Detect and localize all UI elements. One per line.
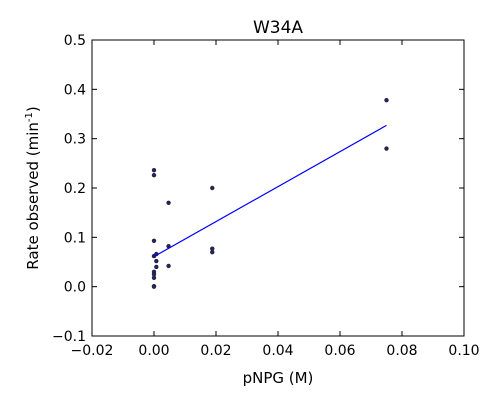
data-point <box>154 258 159 264</box>
data-point <box>151 269 157 275</box>
data-point <box>151 172 157 178</box>
y-tick-label: 0.4 <box>64 82 86 98</box>
y-tick-label: 0.0 <box>64 280 86 296</box>
chart-title: W34A <box>253 18 303 38</box>
y-tick-label: −0.1 <box>52 329 86 345</box>
x-tick-label: 0.04 <box>262 343 293 359</box>
series-layer <box>151 97 389 289</box>
x-tick-label: 0.02 <box>200 343 231 359</box>
x-axis-label: pNPG (M) <box>243 369 314 387</box>
x-tick-label: 0.10 <box>448 343 479 359</box>
data-point <box>384 146 389 151</box>
data-point <box>210 249 215 255</box>
data-point <box>151 283 157 289</box>
y-axis-label: Rate observed (min-1) <box>24 106 42 269</box>
data-point <box>151 275 157 280</box>
y-tick-label: 0.2 <box>64 181 86 197</box>
x-tick-label: 0.06 <box>324 343 355 359</box>
data-point <box>151 168 157 173</box>
y-tick-label: 0.5 <box>64 33 86 49</box>
y-axis-label-superscript: -1 <box>24 112 35 122</box>
data-point <box>210 185 215 191</box>
fit-line <box>153 124 387 258</box>
data-point <box>166 263 171 269</box>
data-point <box>166 200 171 205</box>
y-tick-label: 0.1 <box>64 230 86 246</box>
plot-area-frame <box>91 39 465 337</box>
y-tick-label: 0.3 <box>64 132 86 148</box>
y-axis-label-suffix: ) <box>24 106 42 112</box>
data-point <box>210 246 215 251</box>
x-tick-label: 0.00 <box>138 343 169 359</box>
y-axis-label-text: Rate observed (min <box>24 122 42 270</box>
data-point <box>384 97 389 103</box>
x-axis: −0.02 0.00 0.02 0.04 0.06 0.08 0.10 <box>71 40 480 359</box>
y-axis: −0.1 0.0 0.1 0.2 0.3 0.4 0.5 <box>52 33 464 345</box>
x-tick-label: −0.02 <box>71 343 114 359</box>
data-point <box>151 238 157 243</box>
data-point <box>154 264 159 270</box>
x-tick-label: 0.08 <box>386 343 417 359</box>
